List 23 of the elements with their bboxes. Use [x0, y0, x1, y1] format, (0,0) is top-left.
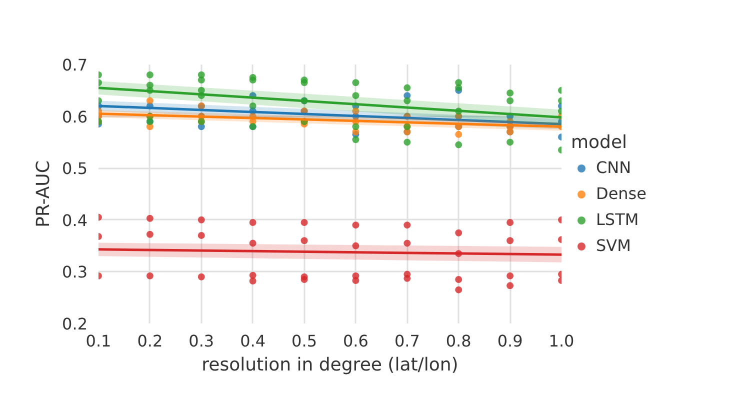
x-axis-title: resolution in degree (lat/lon) [202, 354, 458, 376]
y-tick-label: 0.2 [62, 314, 88, 334]
x-tick-label: 0.1 [86, 332, 112, 350]
y-tick-label: 0.7 [62, 56, 88, 74]
x-tick-label: 0.7 [394, 332, 420, 350]
y-tick-label: 0.3 [62, 262, 88, 282]
x-tick-label: 0.4 [240, 332, 266, 350]
y-tick-label: 0.6 [62, 107, 88, 126]
legend-title: model [571, 132, 628, 152]
legend-label: LSTM [596, 210, 639, 229]
x-tick-label: 1.0 [548, 332, 574, 350]
y-tick-label: 0.4 [62, 210, 88, 230]
legend-label: Dense [596, 184, 646, 203]
x-tick-label: 0.8 [446, 332, 472, 350]
x-tick-label: 0.9 [497, 332, 523, 350]
y-tick-label: 0.5 [62, 159, 88, 178]
x-tick-label: 0.6 [343, 332, 368, 350]
x-tick-label: 0.3 [188, 332, 214, 350]
x-tick-label: 0.5 [292, 332, 318, 350]
legend-label: CNN [596, 158, 632, 177]
x-tick-label: 0.2 [137, 332, 163, 350]
legend-label: SVM [596, 236, 631, 255]
y-axis-title: PR-AUC [33, 160, 54, 228]
